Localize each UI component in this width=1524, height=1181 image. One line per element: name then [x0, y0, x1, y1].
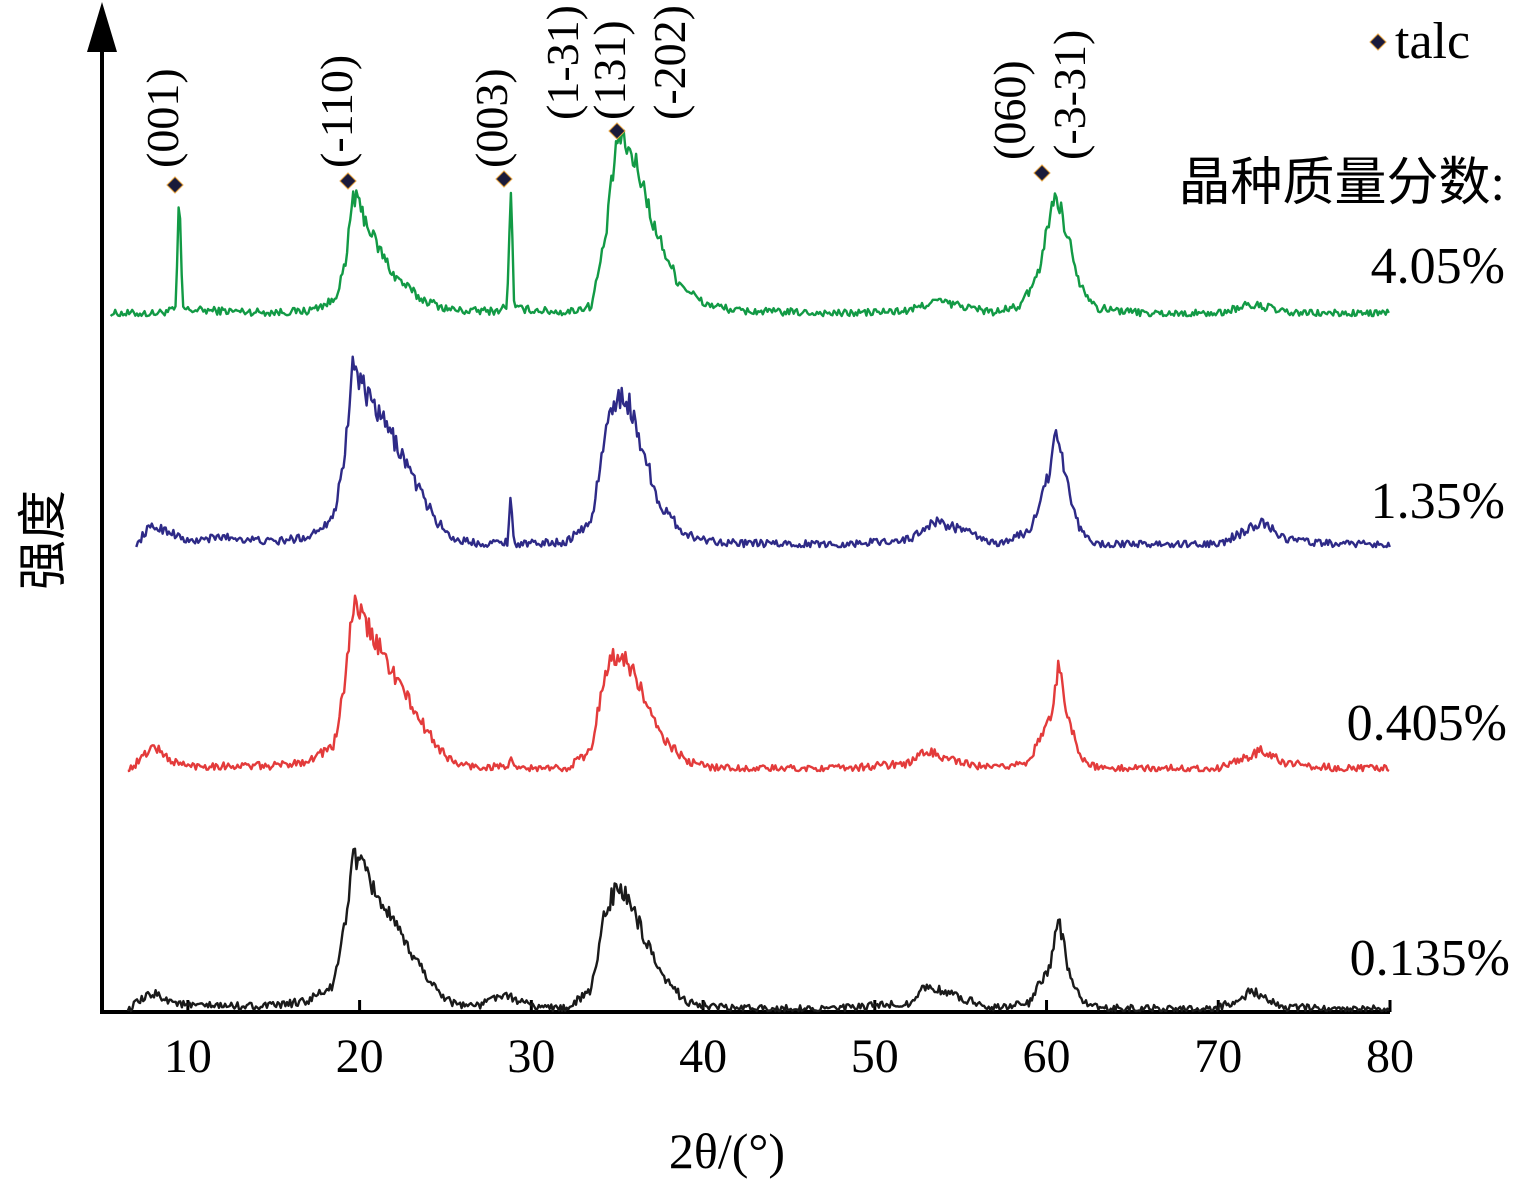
x-tick-label: 20: [336, 1030, 384, 1083]
x-tick-label: 50: [851, 1030, 899, 1083]
peak-hkl-label: (1-31): [537, 5, 588, 120]
peak-hkl-label: (-110): [311, 55, 362, 168]
x-tick-label: 60: [1023, 1030, 1071, 1083]
x-tick-label: 70: [1194, 1030, 1242, 1083]
talc-diamond-icon: [1369, 33, 1387, 51]
series-label: 4.05%: [1371, 238, 1505, 295]
series-label: 0.405%: [1347, 695, 1507, 752]
talc-peak-diamond-icon: [495, 170, 513, 188]
peak-hkl-label: (060): [984, 60, 1035, 160]
x-ticks: 10 20 30 40 50 60 70 80: [164, 1000, 1414, 1083]
talc-peak-diamond-icon: [608, 122, 626, 140]
x-tick-label: 30: [507, 1030, 555, 1083]
x-axis-title: 2θ/(°): [669, 1123, 785, 1179]
series-line: [135, 355, 1391, 549]
peak-hkl-label: (001): [137, 68, 188, 168]
series-label: 0.135%: [1350, 930, 1510, 987]
series-labels: 4.05% 1.35% 0.405% 0.135%: [1347, 238, 1510, 987]
talc-peak-diamond-icon: [339, 172, 357, 190]
x-tick-label: 10: [164, 1030, 212, 1083]
peak-markers: (001) (-110) (003) (1-31)(131) (-202) (060) (-…: [137, 5, 1095, 194]
peak-hkl-label: (-202): [644, 5, 695, 120]
peak-hkl-label: (131): [584, 20, 635, 120]
peak-hkl-label: (-3-31): [1044, 30, 1095, 160]
series-label: 1.35%: [1371, 473, 1505, 530]
legend-talc-label: talc: [1395, 13, 1470, 70]
y-axis-title: 强度: [15, 490, 71, 590]
legend-group-title: 晶种质量分数:: [1179, 155, 1505, 212]
series-line: [109, 129, 1390, 318]
talc-peak-diamond-icon: [1033, 164, 1051, 182]
series-line: [126, 847, 1390, 1013]
peak-hkl-label: (003): [466, 68, 517, 168]
x-tick-label: 80: [1366, 1030, 1414, 1083]
x-tick-label: 40: [679, 1030, 727, 1083]
legend: talc 晶种质量分数:: [1179, 13, 1505, 212]
talc-peak-diamond-icon: [166, 176, 184, 194]
y-axis-arrow: [87, 2, 117, 52]
series-layer: [109, 129, 1391, 1013]
series-line: [127, 594, 1390, 773]
